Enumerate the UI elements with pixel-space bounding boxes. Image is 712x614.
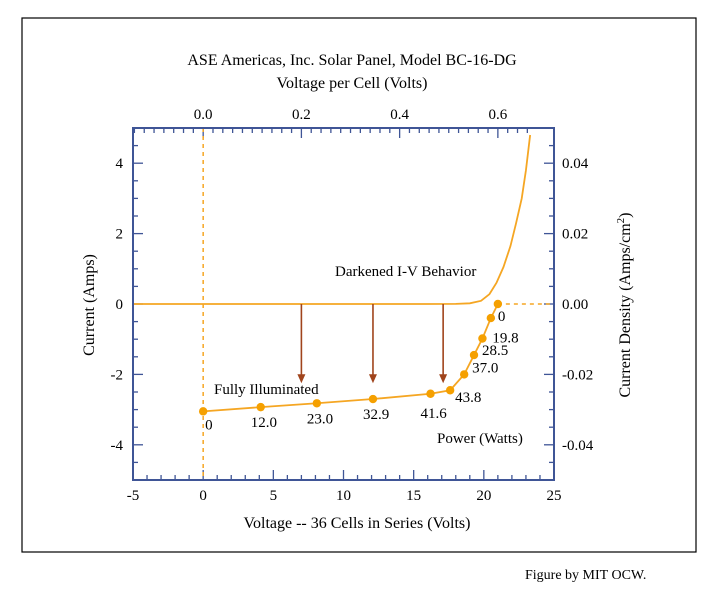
- power-value-label: 0: [205, 417, 213, 433]
- x2-tick-label: 0.0: [194, 107, 213, 123]
- x-tick-label: 10: [336, 488, 351, 504]
- data-point: [445, 386, 455, 395]
- x-tick-label: 15: [406, 488, 421, 504]
- illuminated-curve-label: Fully Illuminated: [214, 382, 319, 398]
- power-value-label: 32.9: [363, 407, 389, 423]
- x-tick-label: 0: [199, 488, 207, 504]
- y2-tick-label: -0.04: [562, 438, 594, 454]
- y-tick-label: -2: [111, 367, 124, 383]
- data-point: [486, 313, 496, 323]
- power-value-label: 37.0: [472, 360, 498, 376]
- power-value-label: 28.5: [482, 343, 508, 359]
- figure-credit: Figure by MIT OCW.: [525, 568, 647, 583]
- x-tick-label: -5: [127, 488, 140, 504]
- y2-tick-label: -0.02: [562, 367, 593, 383]
- arrow-head: [439, 374, 448, 384]
- dark-curve-label: Darkened I-V Behavior: [335, 264, 476, 280]
- data-markers: 0 12.0 23.0 32.9 41.6 43.8 37.028.519.8 0: [198, 299, 519, 433]
- top-axis-title: Voltage per Cell (Volts): [277, 75, 428, 92]
- power-value-label: 43.8: [455, 390, 481, 406]
- y2-tick-label: 0.00: [562, 297, 588, 313]
- y2-tick-label: 0.02: [562, 227, 588, 243]
- x2-tick-label: 0.2: [292, 107, 311, 123]
- x-axis-title: Voltage -- 36 Cells in Series (Volts): [244, 515, 471, 532]
- arrow-head: [368, 374, 377, 384]
- x-tick-label: 20: [476, 488, 491, 504]
- power-value-label: 19.8: [492, 330, 518, 346]
- illumination-arrows: [297, 304, 448, 384]
- power-value-label: 23.0: [307, 411, 333, 427]
- y-tick-label: 4: [116, 156, 124, 172]
- y2-tick-label: 0.04: [562, 156, 589, 172]
- data-point: [493, 299, 503, 309]
- x-tick-label: 25: [547, 488, 562, 504]
- data-point: [256, 402, 265, 412]
- data-point: [198, 407, 208, 416]
- x2-tick-label: 0.4: [390, 107, 409, 123]
- data-point: [459, 370, 469, 379]
- data-point: [312, 399, 322, 408]
- y-axis-title: Current (Amps): [81, 254, 98, 356]
- tick-labels: -5 0 5 10 15 20 25 -4 -2 0 2 4 0.0 0.2 0.4 0.6 -0.04 -0.0…: [111, 107, 594, 504]
- x2-tick-label: 0.6: [488, 107, 507, 123]
- data-point: [478, 334, 487, 343]
- y-tick-label: -4: [111, 438, 124, 454]
- chart-title: ASE Americas, Inc. Solar Panel, Model BC…: [187, 52, 517, 69]
- y-tick-label: 0: [116, 297, 124, 313]
- power-value-label: 12.0: [251, 415, 277, 431]
- y-tick-label: 2: [116, 227, 124, 243]
- power-value-label: 0: [498, 309, 506, 325]
- plot-frame: [132, 127, 555, 481]
- data-point: [469, 350, 479, 360]
- right-axis-title: Current Density (Amps/cm2): [615, 212, 634, 397]
- dark-curve-line: [133, 134, 532, 305]
- data-point: [368, 394, 378, 404]
- power-value-label: 41.6: [421, 406, 448, 422]
- arrow-head: [297, 374, 306, 384]
- data-point: [426, 389, 435, 398]
- power-label: Power (Watts): [437, 431, 523, 447]
- x-tick-label: 5: [270, 488, 278, 504]
- figure-border: [21, 17, 697, 553]
